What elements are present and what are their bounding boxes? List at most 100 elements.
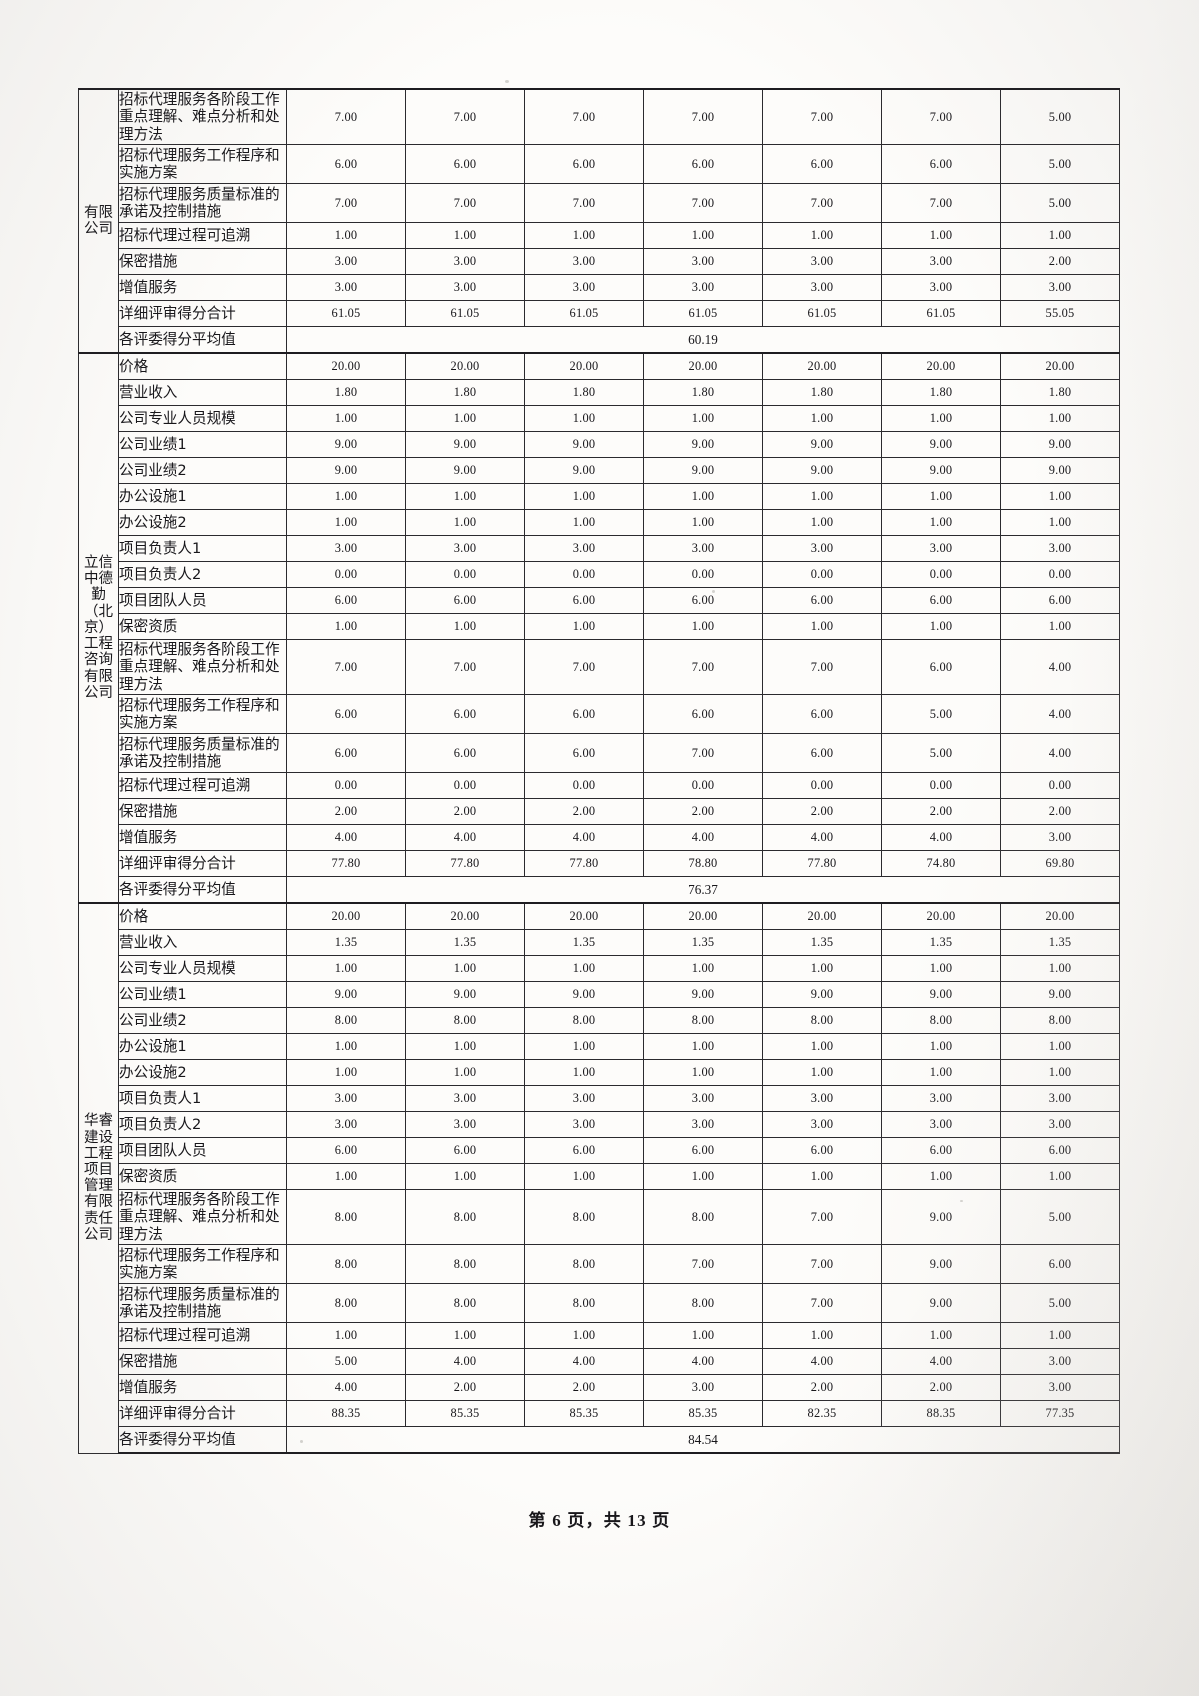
score-cell: 6.00 <box>405 733 525 773</box>
score-cell: 3.00 <box>1000 1111 1120 1138</box>
score-cell: 3.00 <box>1000 274 1120 301</box>
score-cell: 85.35 <box>643 1400 763 1427</box>
score-cell: 3.00 <box>405 535 525 562</box>
score-cell: 7.00 <box>524 639 644 695</box>
table-row: 有限公司 招标代理服务各阶段工作重点理解、难点分析和处理方法 7.00 7.00 7.0… <box>78 88 1120 354</box>
score-cell: 1.35 <box>1000 929 1120 956</box>
score-cell: 20.00 <box>881 352 1001 380</box>
score-cell: 7.00 <box>643 1244 763 1284</box>
table-row: 保密措施 5.00 4.00 4.00 4.00 4.00 4.00 3.00 <box>79 1348 1120 1375</box>
score-cell: 7.00 <box>762 1244 882 1284</box>
score-cell: 6.00 <box>1000 1244 1120 1284</box>
score-cell: 9.00 <box>643 457 763 484</box>
score-cell: 3.00 <box>1000 535 1120 562</box>
score-cell: 77.80 <box>524 850 644 877</box>
score-cell: 3.00 <box>286 1085 406 1112</box>
score-cell: 1.00 <box>881 1163 1001 1190</box>
score-cell: 6.00 <box>286 733 406 773</box>
score-cell: 1.35 <box>524 929 644 956</box>
score-cell: 1.00 <box>643 509 763 536</box>
criterion-label-cell: 保密措施 <box>118 248 287 275</box>
table-row: 招标代理过程可追溯 0.00 0.00 0.00 0.00 0.00 0.00 0.00 <box>79 772 1120 799</box>
criterion-label-cell: 详细评审得分合计 <box>118 850 287 877</box>
criterion-label-cell: 保密资质 <box>118 1163 287 1190</box>
evaluation-score-table: 有限公司 招标代理服务各阶段工作重点理解、难点分析和处理方法 7.00 7.00 7.0… <box>78 88 1120 1454</box>
score-cell: 8.00 <box>881 1007 1001 1034</box>
score-cell: 4.00 <box>762 1348 882 1375</box>
table-row: 保密措施 2.00 2.00 2.00 2.00 2.00 2.00 2.00 <box>79 798 1120 825</box>
criterion-label-cell: 增值服务 <box>118 1374 287 1401</box>
score-cell: 5.00 <box>881 694 1001 734</box>
score-cell: 4.00 <box>286 824 406 851</box>
criterion-label-cell: 营业收入 <box>118 929 287 956</box>
score-cell: 6.00 <box>405 587 525 614</box>
score-cell: 69.80 <box>1000 850 1120 877</box>
criterion-label-cell: 招标代理服务各阶段工作重点理解、难点分析和处理方法 <box>118 639 287 695</box>
criterion-label-cell: 办公设施1 <box>118 1033 287 1060</box>
score-cell: 88.35 <box>881 1400 1001 1427</box>
score-cell: 6.00 <box>286 144 406 184</box>
score-cell: 2.00 <box>286 798 406 825</box>
score-cell: 1.80 <box>405 379 525 406</box>
score-cell: 3.00 <box>405 274 525 301</box>
company-name-cell: 有限公司 <box>78 88 119 354</box>
score-cell: 9.00 <box>1000 981 1120 1008</box>
score-cell: 6.00 <box>524 1137 644 1164</box>
score-cell: 4.00 <box>1000 694 1120 734</box>
score-cell: 20.00 <box>1000 352 1120 380</box>
score-cell: 6.00 <box>524 144 644 184</box>
score-cell: 9.00 <box>881 981 1001 1008</box>
score-cell: 77.80 <box>762 850 882 877</box>
score-cell: 77.35 <box>1000 1400 1120 1427</box>
table-row: 招标代理服务工作程序和实施方案 6.00 6.00 6.00 6.00 6.00 6.00 5… <box>79 144 1120 184</box>
score-cell: 20.00 <box>405 902 525 930</box>
criterion-label-cell: 保密资质 <box>118 613 287 640</box>
score-cell: 8.00 <box>286 1189 406 1245</box>
score-cell: 3.00 <box>405 248 525 275</box>
score-cell: 4.00 <box>405 1348 525 1375</box>
score-cell: 1.00 <box>524 955 644 982</box>
score-cell: 4.00 <box>405 824 525 851</box>
table-row: 招标代理服务质量标准的承诺及控制措施 7.00 7.00 7.00 7.00 7.00 7.… <box>79 183 1120 223</box>
score-cell: 1.00 <box>881 1322 1001 1349</box>
criterion-label-cell: 公司业绩2 <box>118 1007 287 1034</box>
score-cell: 6.00 <box>405 144 525 184</box>
score-cell: 0.00 <box>286 772 406 799</box>
score-cell: 1.35 <box>405 929 525 956</box>
table-row: 详细评审得分合计 77.80 77.80 77.80 78.80 77.80 74.80 69… <box>79 850 1120 877</box>
average-row: 各评委得分平均值 60.19 <box>79 326 1120 354</box>
score-cell: 20.00 <box>762 352 882 380</box>
score-cell: 1.80 <box>524 379 644 406</box>
score-cell: 8.00 <box>643 1283 763 1323</box>
score-cell: 6.00 <box>643 694 763 734</box>
score-cell: 9.00 <box>881 1244 1001 1284</box>
score-cell: 85.35 <box>524 1400 644 1427</box>
score-cell: 1.35 <box>762 929 882 956</box>
score-cell: 6.00 <box>762 694 882 734</box>
score-cell: 6.00 <box>881 587 1001 614</box>
score-cell: 0.00 <box>881 561 1001 588</box>
score-cell: 6.00 <box>524 587 644 614</box>
score-cell: 6.00 <box>524 733 644 773</box>
table-row: 公司业绩2 8.00 8.00 8.00 8.00 8.00 8.00 8.00 <box>79 1007 1120 1034</box>
score-cell: 3.00 <box>881 248 1001 275</box>
score-cell: 1.00 <box>643 483 763 510</box>
score-cell: 6.00 <box>881 144 1001 184</box>
score-cell: 7.00 <box>762 639 882 695</box>
score-cell: 7.00 <box>405 183 525 223</box>
score-cell: 7.00 <box>762 88 882 145</box>
score-cell: 1.00 <box>524 483 644 510</box>
score-cell: 3.00 <box>643 1374 763 1401</box>
score-cell: 1.00 <box>762 483 882 510</box>
score-cell: 1.00 <box>524 1163 644 1190</box>
score-cell: 1.00 <box>405 955 525 982</box>
score-cell: 2.00 <box>762 798 882 825</box>
score-cell: 2.00 <box>524 1374 644 1401</box>
score-cell: 7.00 <box>643 639 763 695</box>
score-cell: 9.00 <box>881 1189 1001 1245</box>
criterion-label-cell: 办公设施2 <box>118 509 287 536</box>
table-row: 保密措施 3.00 3.00 3.00 3.00 3.00 3.00 2.00 <box>79 248 1120 275</box>
score-cell: 1.00 <box>643 955 763 982</box>
table-row: 公司业绩2 9.00 9.00 9.00 9.00 9.00 9.00 9.00 <box>79 457 1120 484</box>
